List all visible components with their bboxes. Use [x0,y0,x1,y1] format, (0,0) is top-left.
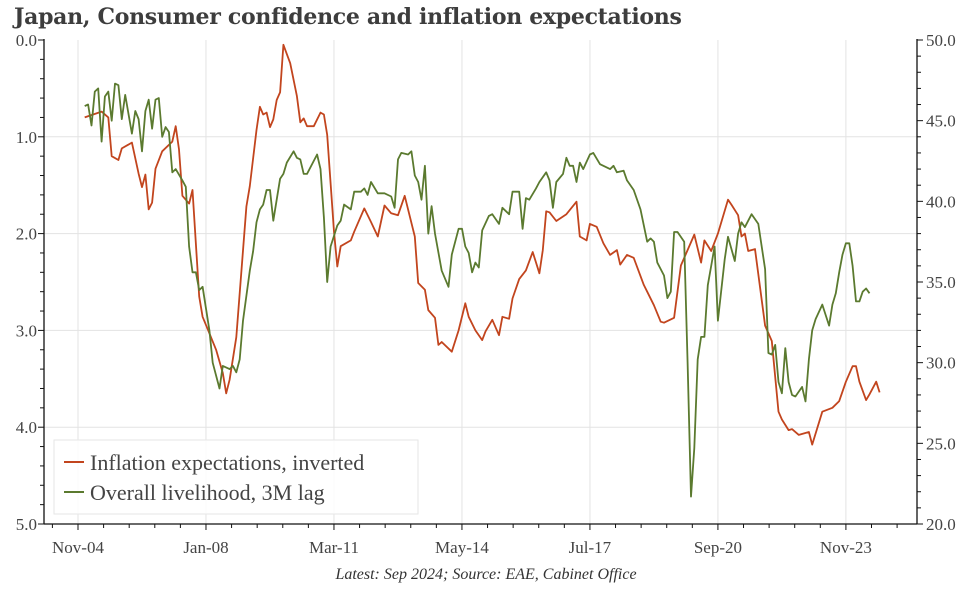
x-tick-label: Sep-20 [694,538,742,557]
right-tick-label: 25.0 [926,434,956,453]
left-tick-label: 0.0 [16,31,37,50]
left-tick-label: 3.0 [16,321,37,340]
series-line-overall-livelihood [84,82,871,498]
axes: 0.0 1.0 2.0 3.0 4.0 5.0 20.0 25.0 30.0 35.0 40.0 45… [16,31,956,557]
left-tick-label: 4.0 [16,418,37,437]
source-footnote: Latest: Sep 2024; Source: EAE, Cabinet O… [335,566,637,583]
left-tick-label: 5.0 [16,515,37,534]
x-tick-label: Jul-17 [569,538,612,557]
x-tick-label: Nov-04 [52,538,104,557]
x-tick-label: Mar-11 [309,538,359,557]
x-tick-label: May-14 [435,538,489,557]
left-tick-label: 1.0 [16,128,37,147]
left-tick-label: 2.0 [16,225,37,244]
right-tick-label: 35.0 [926,273,956,292]
right-tick-label: 40.0 [926,192,956,211]
chart-title: Japan, Consumer confidence and inflation… [14,4,682,30]
right-tick-label: 45.0 [926,112,956,131]
series-line-inflation-expectations [84,43,881,446]
right-tick-label: 30.0 [926,354,956,373]
x-tick-label: Nov-23 [820,538,872,557]
right-tick-label: 20.0 [926,515,956,534]
x-tick-label: Jan-08 [183,538,228,557]
legend-label-inflation: Inflation expectations, inverted [90,450,364,475]
right-tick-label: 50.0 [926,31,956,50]
legend-label-livelihood: Overall livelihood, 3M lag [90,480,325,505]
gridlines [44,40,917,524]
series-lines [84,43,881,498]
legend-box [53,439,419,515]
legend: Inflation expectations, inverted Overall… [53,439,419,515]
